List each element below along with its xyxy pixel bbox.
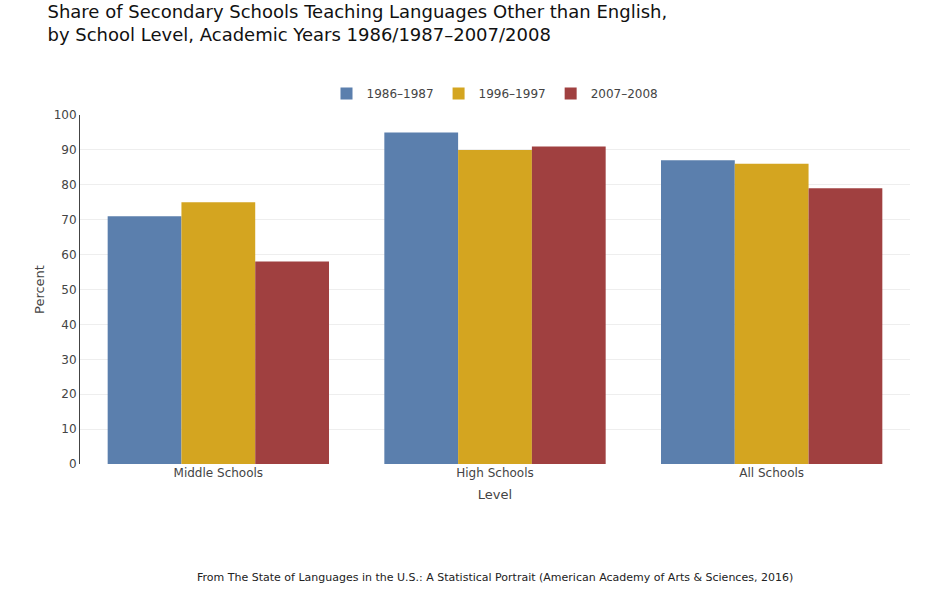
svg-text:50: 50 [61,283,76,297]
svg-text:From The State of Languages in: From The State of Languages in the U.S.:… [197,571,793,584]
svg-text:20: 20 [61,387,76,401]
svg-text:30: 30 [61,353,76,367]
svg-text:90: 90 [61,143,76,157]
svg-text:2007–2008: 2007–2008 [591,87,658,101]
svg-text:60: 60 [61,248,76,262]
svg-text:All Schools: All Schools [739,466,804,480]
svg-text:100: 100 [54,108,77,122]
svg-text:Share of Secondary Schools Tea: Share of Secondary Schools Teaching Lang… [48,1,668,45]
svg-text:10: 10 [61,422,76,436]
svg-text:Middle Schools: Middle Schools [174,466,264,480]
svg-text:High Schools: High Schools [456,466,533,480]
svg-text:80: 80 [61,178,76,192]
svg-text:1986–1987: 1986–1987 [367,87,434,101]
svg-text:0: 0 [69,457,77,471]
svg-text:Level: Level [478,487,512,502]
svg-text:70: 70 [61,213,76,227]
svg-text:1996–1997: 1996–1997 [479,87,546,101]
svg-text:40: 40 [61,318,76,332]
svg-text:Percent: Percent [32,265,47,314]
